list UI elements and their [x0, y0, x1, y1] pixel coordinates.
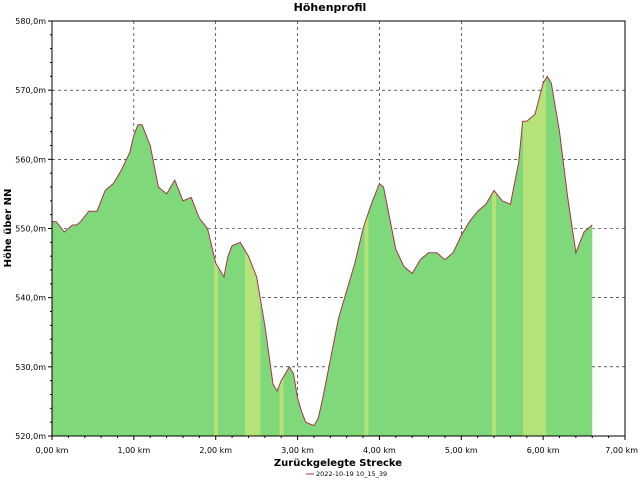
x-tick-label: 6,00 km: [527, 446, 560, 455]
elevation-area: [52, 75, 593, 436]
y-tick-label: 580,0m: [15, 17, 46, 26]
x-tick-label: 4,00 km: [363, 446, 396, 455]
y-axis-ticks: 520,0m 530,0m 540,0m 550,0m 560,0m 570,0m 580,…: [15, 17, 52, 441]
y-tick-label: 520,0m: [15, 432, 46, 441]
y-tick-label: 560,0m: [15, 155, 46, 164]
y-axis-title: Höhe über NN: [3, 189, 14, 268]
chart-title: Höhenprofil: [294, 1, 367, 14]
x-tick-label: 2,00 km: [199, 446, 232, 455]
x-axis-title: Zurückgelegte Strecke: [274, 458, 402, 469]
elevation-line: [52, 75, 593, 427]
x-tick-label: 0,00 km: [36, 446, 69, 455]
legend-label: 2022-10-19 10_15_39: [316, 470, 387, 478]
elevation-fill: [52, 76, 593, 436]
legend: 2022-10-19 10_15_39: [306, 470, 387, 478]
x-axis-ticks: 0,00 km 1,00 km 2,00 km 3,00 km 4,00 km 5,00 …: [36, 436, 638, 455]
x-tick-label: 7,00 km: [605, 446, 638, 455]
x-tick-label: 5,00 km: [445, 446, 478, 455]
x-tick-label: 1,00 km: [117, 446, 150, 455]
y-tick-label: 540,0m: [15, 294, 46, 303]
y-tick-label: 530,0m: [15, 363, 46, 372]
y-tick-label: 550,0m: [15, 225, 46, 234]
y-tick-label: 570,0m: [15, 86, 46, 95]
x-tick-label: 3,00 km: [281, 446, 314, 455]
